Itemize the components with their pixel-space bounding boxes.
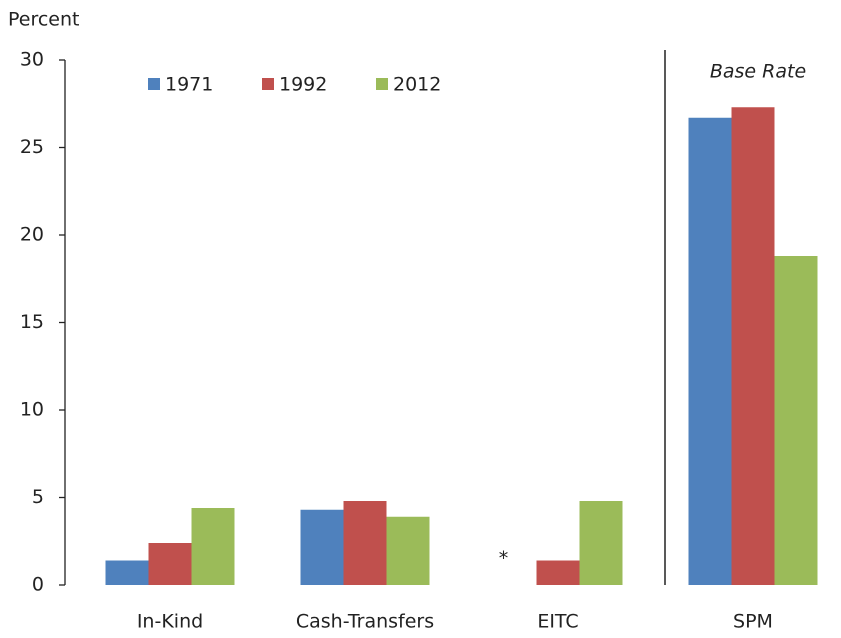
legend-label: 1992 bbox=[279, 74, 327, 96]
y-tick-label: 20 bbox=[20, 224, 44, 246]
bar bbox=[148, 543, 192, 585]
bar bbox=[386, 516, 430, 585]
bar bbox=[343, 501, 387, 585]
y-axis-label: Percent bbox=[8, 9, 80, 31]
y-tick-label: 15 bbox=[20, 311, 44, 333]
annotation: Base Rate bbox=[710, 61, 806, 83]
legend-swatch bbox=[262, 78, 274, 90]
x-tick-label: In-Kind bbox=[137, 611, 203, 633]
legend-label: 1971 bbox=[165, 74, 213, 96]
bar bbox=[579, 501, 623, 585]
bar bbox=[191, 508, 235, 585]
y-tick-label: 25 bbox=[20, 136, 44, 158]
annotation: * bbox=[499, 548, 509, 570]
bar bbox=[300, 509, 344, 585]
x-tick-label: Cash-Transfers bbox=[296, 611, 434, 633]
legend-swatch bbox=[148, 78, 160, 90]
y-tick-label: 5 bbox=[32, 486, 44, 508]
y-tick-label: 30 bbox=[20, 49, 44, 71]
legend-swatch bbox=[376, 78, 388, 90]
bar bbox=[688, 117, 732, 585]
y-tick-label: 0 bbox=[32, 574, 44, 596]
legend-label: 2012 bbox=[393, 74, 441, 96]
bar bbox=[731, 107, 775, 585]
bar bbox=[105, 560, 149, 585]
x-tick-label: SPM bbox=[733, 611, 773, 633]
bar bbox=[536, 560, 580, 585]
bar bbox=[774, 256, 818, 585]
y-tick-label: 10 bbox=[20, 399, 44, 421]
x-tick-label: EITC bbox=[537, 611, 578, 633]
